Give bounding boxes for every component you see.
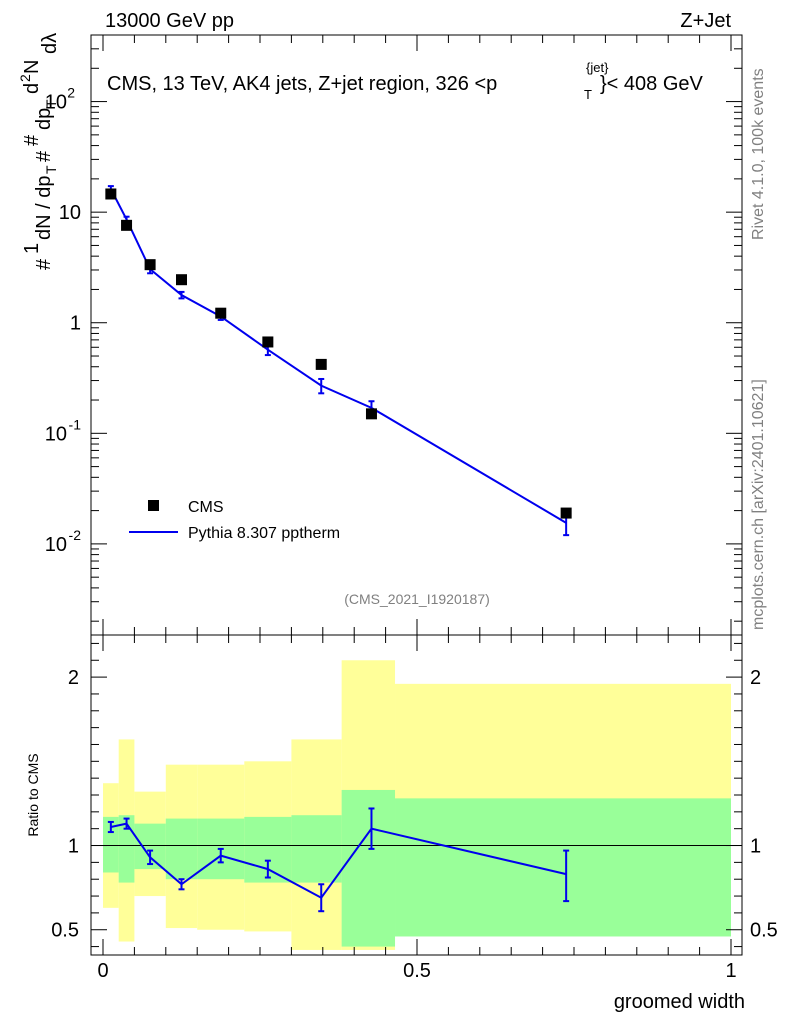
mcplots-label: mcplots.cern.ch [arXiv:2401.10621] xyxy=(750,379,767,630)
cms-data-point xyxy=(176,274,187,286)
legend-pythia-label: Pythia 8.307 pptherm xyxy=(188,525,340,542)
process-label: Z+Jet xyxy=(680,10,731,32)
ratio-ytick-label: 2 xyxy=(68,667,79,689)
main-frame xyxy=(90,34,743,636)
ratio-xtick-label: 0 xyxy=(97,960,108,982)
cms-data-point xyxy=(121,219,133,231)
main-ytick-label: 10 xyxy=(45,423,67,445)
legend: CMS Pythia 8.307 pptherm xyxy=(129,499,340,542)
ratio-ytick-label: 1 xyxy=(68,836,79,858)
plot-title-end: }< 408 GeV xyxy=(600,73,704,95)
ratio-band-inner xyxy=(395,798,731,937)
ratio-band-inner xyxy=(118,815,135,883)
plot-title-sup: {jet} xyxy=(586,60,609,75)
ratio-ytick-label-right: 0.5 xyxy=(750,920,778,942)
plot-title-sub: T xyxy=(584,87,592,102)
ratio-band-inner xyxy=(165,818,198,880)
ratio-xtick-label: 1 xyxy=(725,960,736,982)
main-ytick-label: 10 xyxy=(59,202,81,224)
legend-cms-marker xyxy=(148,500,159,511)
analysis-id: (CMS_2021_I1920187) xyxy=(344,591,490,607)
ratio-plot: 0.5 0.5 1 1 2 2 0 0.5 1 xyxy=(51,634,778,982)
main-ytick-label: 1 xyxy=(70,313,81,335)
pythia-curve xyxy=(109,188,567,524)
plot-title: CMS, 13 TeV, AK4 jets, Z+jet region, 326… xyxy=(107,73,497,95)
main-ytick-exp: -1 xyxy=(69,416,82,432)
cms-data-point xyxy=(315,358,327,370)
plot-title-text: CMS, 13 TeV, AK4 jets, Z+jet region, 326… xyxy=(107,73,497,95)
ratio-band-inner xyxy=(291,815,342,883)
ratio-band-inner xyxy=(341,789,396,947)
main-ytick-exp: -2 xyxy=(69,527,82,543)
main-ylabel-text: # 1 dN / dp T # # dp T d 2 N dλ xyxy=(13,33,61,270)
ratio-xtick-label: 0.5 xyxy=(403,960,431,982)
ratio-ylabel: Ratio to CMS xyxy=(25,753,41,836)
ratio-ytick-label: 0.5 xyxy=(51,920,79,942)
cms-data-point xyxy=(144,259,156,271)
cms-data-point xyxy=(262,336,274,348)
ratio-ytick-label-right: 2 xyxy=(750,667,761,689)
energy-label: 13000 GeV pp xyxy=(105,10,234,32)
main-ylabel: # 1 dN / dp T # # dp T d 2 N dλ xyxy=(13,33,61,270)
ratio-band-inner xyxy=(103,816,119,873)
main-ytick-exp: 2 xyxy=(67,85,75,101)
rivet-info-label: Rivet 4.1.0, 100k events xyxy=(750,68,767,240)
main-ytick-label: 10 xyxy=(45,534,67,556)
cms-data-point xyxy=(215,307,227,319)
legend-cms-label: CMS xyxy=(188,499,224,516)
xaxis-label: groomed width xyxy=(614,991,745,1013)
cms-data-point xyxy=(560,507,572,519)
ratio-ytick-label-right: 1 xyxy=(750,836,761,858)
cms-data-point xyxy=(365,408,377,420)
cms-data-point xyxy=(105,188,117,200)
main-ytick-label: 10 xyxy=(45,92,67,114)
